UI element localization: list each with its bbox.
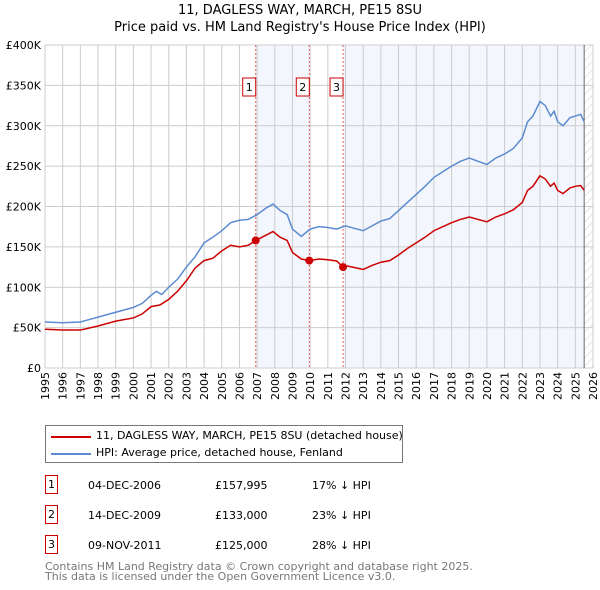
x-tick-label: 2018 [446, 372, 459, 400]
chart-subtitle: Price paid vs. HM Land Registry's House … [114, 20, 486, 35]
x-tick-label: 2022 [516, 372, 529, 400]
y-tick-label: £150K [6, 241, 42, 254]
chart-title: 11, DAGLESS WAY, MARCH, PE15 8SU [177, 3, 423, 18]
x-tick-label: 1998 [92, 372, 105, 400]
sale-price: £157,995 [215, 479, 268, 492]
x-tick-label: 2014 [375, 372, 388, 400]
sale-date: 14-DEC-2009 [88, 509, 162, 522]
y-tick-label: £400K [6, 39, 42, 52]
y-tick-label: £100K [6, 281, 42, 294]
sale-point [251, 236, 260, 245]
y-tick-label: £250K [6, 160, 42, 173]
price-chart: 1995 1996 1997 1998 1999 2000 2001 2002 2003 2004… [6, 39, 600, 400]
sale-price: £133,000 [215, 509, 268, 522]
sale-row: 3 09-NOV-2011 £125,000 28% ↓ HPI [45, 535, 465, 555]
hpi-line [44, 100, 585, 324]
sale-label-box [329, 77, 344, 97]
sale-label-box [295, 77, 310, 97]
x-tick-label: 2001 [145, 372, 158, 400]
legend-label-property: 11, DAGLESS WAY, MARCH, PE15 8SU (detach… [96, 429, 403, 442]
x-tick-label: 2023 [534, 372, 547, 400]
y-tick-label: £300K [6, 120, 42, 133]
sale-row: 2 14-DEC-2009 £133,000 23% ↓ HPI [45, 505, 465, 525]
legend-label-hpi: HPI: Average price, detached house, Fenl… [96, 446, 343, 459]
x-tick-label: 1995 [39, 372, 52, 400]
x-tick-label: 2005 [216, 372, 229, 400]
x-tick-label: 2017 [428, 372, 441, 400]
y-tick-label: £0 [27, 362, 41, 375]
x-tick-label: 2015 [393, 372, 406, 400]
sale-date: 04-DEC-2006 [88, 479, 162, 492]
x-tick-label: 2019 [463, 372, 476, 400]
sale-hpi-diff: 17% ↓ HPI [312, 479, 371, 492]
legend: 11, DAGLESS WAY, MARCH, PE15 8SU (detach… [45, 425, 403, 463]
x-tick-label: 2006 [233, 372, 246, 400]
x-tick-label: 2016 [410, 372, 423, 400]
x-tick-label: 2025 [569, 372, 582, 400]
sale-point [339, 263, 348, 272]
x-tick-label: 2024 [552, 372, 565, 400]
y-tick-label: £200K [6, 201, 42, 214]
x-tick-label: 2009 [286, 372, 299, 400]
sale-date: 09-NOV-2011 [88, 539, 162, 552]
sale-marker-box: 2 [45, 505, 58, 524]
x-tick-label: 2026 [587, 372, 600, 400]
x-tick-label: 2000 [127, 372, 140, 400]
x-tick-label: 1997 [74, 372, 87, 400]
y-tick-label: £350K [6, 79, 42, 92]
sale-point [305, 256, 314, 265]
x-tick-label: 2012 [340, 372, 353, 400]
x-tick-label: 1996 [57, 372, 70, 400]
footer-copyright: Contains HM Land Registry data © Crown c… [45, 560, 473, 573]
sale-label: 3 [333, 81, 340, 94]
footer-licence: This data is licensed under the Open Gov… [45, 570, 396, 583]
x-tick-label: 2007 [251, 372, 264, 400]
x-tick-label: 2011 [322, 372, 335, 400]
property-price-line [44, 174, 585, 331]
legend-swatch-hpi [51, 453, 91, 455]
sale-row: 1 04-DEC-2006 £157,995 17% ↓ HPI [45, 475, 465, 495]
sale-label: 2 [299, 81, 306, 94]
x-tick-label: 1999 [110, 372, 123, 400]
sale-price: £125,000 [215, 539, 268, 552]
x-tick-label: 2002 [163, 372, 176, 400]
sale-marker-box: 3 [45, 535, 58, 554]
x-tick-label: 2013 [357, 372, 370, 400]
sale-label: 1 [246, 81, 253, 94]
x-tick-label: 2008 [269, 372, 282, 400]
sale-label-box [242, 77, 257, 97]
x-tick-label: 2004 [198, 372, 211, 400]
sale-hpi-diff: 28% ↓ HPI [312, 539, 371, 552]
sale-marker-box: 1 [45, 475, 58, 494]
x-tick-label: 2010 [304, 372, 317, 400]
legend-swatch-property [51, 436, 91, 438]
sale-hpi-diff: 23% ↓ HPI [312, 509, 371, 522]
x-tick-label: 2003 [180, 372, 193, 400]
x-tick-label: 2020 [481, 372, 494, 400]
x-tick-label: 2021 [499, 372, 512, 400]
y-tick-label: £50K [13, 322, 42, 335]
